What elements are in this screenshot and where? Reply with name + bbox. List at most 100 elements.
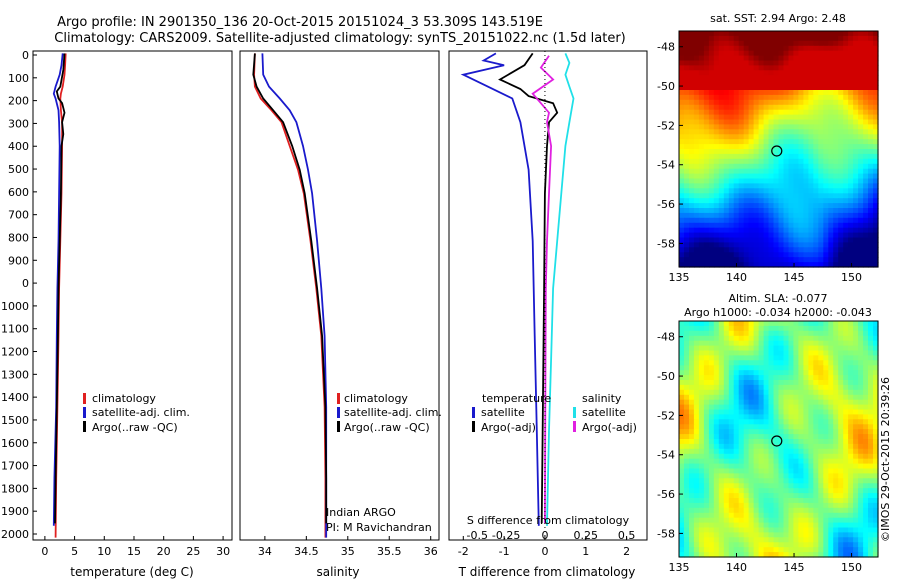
sla-cell xyxy=(803,424,809,430)
sst-cell xyxy=(773,50,780,57)
sla-cell xyxy=(728,429,735,435)
sla-cell xyxy=(773,360,780,366)
sst-cell xyxy=(798,55,804,62)
sst-heatmap xyxy=(679,31,879,268)
sst-cell xyxy=(873,109,879,116)
sla-cell xyxy=(723,409,730,415)
sst-cell xyxy=(703,124,710,130)
sla-cell xyxy=(773,458,780,465)
sla-cell xyxy=(778,424,785,430)
sla-cell xyxy=(833,517,839,524)
sla-cell xyxy=(798,537,804,543)
sla-cell xyxy=(723,360,730,366)
sla-cell xyxy=(679,547,685,553)
sla-cell xyxy=(723,483,730,489)
sla-cell xyxy=(763,493,770,499)
sst-cell xyxy=(848,144,854,150)
sst-cell xyxy=(753,212,760,219)
sst-cell xyxy=(738,31,745,37)
sst-cell xyxy=(698,208,705,214)
sst-cell xyxy=(828,212,834,219)
sst-cell xyxy=(733,222,740,229)
sst-cell xyxy=(684,183,690,189)
sla-cell xyxy=(773,443,780,450)
sst-cell xyxy=(758,203,765,209)
sla-cell xyxy=(718,424,725,430)
sla-cell xyxy=(733,384,740,391)
sst-cell xyxy=(679,60,685,66)
sla-cell xyxy=(868,478,874,484)
sst-cell xyxy=(858,70,864,76)
sst-cell xyxy=(778,80,785,86)
sst-cell xyxy=(833,163,839,170)
sla-cell xyxy=(848,335,854,342)
sst-cell xyxy=(788,124,795,130)
sst-cell xyxy=(818,129,824,135)
sst-cell xyxy=(853,80,859,86)
sla-cell xyxy=(713,419,720,425)
sst-cell xyxy=(748,45,755,52)
sst-cell xyxy=(868,247,874,253)
sla-cell xyxy=(753,439,760,445)
sla-cell xyxy=(818,370,824,376)
sla-cell xyxy=(718,394,725,401)
sla-cell xyxy=(693,502,700,509)
sla-cell xyxy=(803,360,809,366)
sst-cell xyxy=(738,237,745,243)
sst-cell xyxy=(758,114,765,121)
sst-cell xyxy=(763,119,770,125)
sst-cell xyxy=(793,55,799,62)
sst-cell xyxy=(718,129,725,135)
sla-cell xyxy=(773,355,780,361)
sla-cell xyxy=(838,488,844,494)
sla-cell xyxy=(748,389,755,396)
sst-cell xyxy=(703,129,710,135)
sst-cell xyxy=(703,173,710,180)
sla-cell xyxy=(778,409,785,415)
sst-cell xyxy=(793,139,799,145)
sla-cell xyxy=(698,345,705,352)
sla-cell xyxy=(689,419,695,425)
sst-cell xyxy=(718,217,725,224)
sst-cell xyxy=(818,173,824,180)
sla-cell xyxy=(728,473,735,479)
sst-cell xyxy=(818,178,824,184)
sst-cell xyxy=(728,90,735,96)
sst-cell xyxy=(723,129,730,135)
sla-cell xyxy=(868,434,874,440)
sst-cell xyxy=(783,193,790,199)
sst-cell xyxy=(713,237,720,243)
sla-cell xyxy=(708,547,715,553)
sla-cell xyxy=(758,325,765,332)
sla-cell xyxy=(873,439,879,445)
sla-cell xyxy=(853,335,859,342)
sst-cell xyxy=(778,257,785,263)
sst-cell xyxy=(783,80,790,86)
sla-cell xyxy=(763,443,770,450)
sst-cell xyxy=(763,217,770,224)
sla-cell xyxy=(708,330,715,337)
sla-cell xyxy=(728,389,735,396)
sst-cell xyxy=(798,208,804,214)
sla-cell xyxy=(708,365,715,371)
sla-cell xyxy=(813,414,819,420)
sla-cell xyxy=(748,552,755,558)
sst-cell xyxy=(873,193,879,199)
sst-cell xyxy=(768,119,775,125)
sla-cell xyxy=(758,370,765,376)
sla-cell xyxy=(858,542,864,548)
sst-cell xyxy=(758,75,765,81)
sla-cell xyxy=(768,443,775,450)
sst-cell xyxy=(858,144,864,150)
sst-cell xyxy=(689,203,695,209)
sla-cell xyxy=(823,365,829,371)
sst-cell xyxy=(748,168,755,175)
sst-cell xyxy=(763,262,770,268)
sst-cell xyxy=(718,139,725,145)
sla-cell xyxy=(813,517,819,524)
sst-cell xyxy=(783,217,790,224)
sla-cell xyxy=(748,330,755,337)
sst-cell xyxy=(728,31,735,37)
sst-cell xyxy=(788,262,795,268)
sla-cell xyxy=(753,502,760,509)
